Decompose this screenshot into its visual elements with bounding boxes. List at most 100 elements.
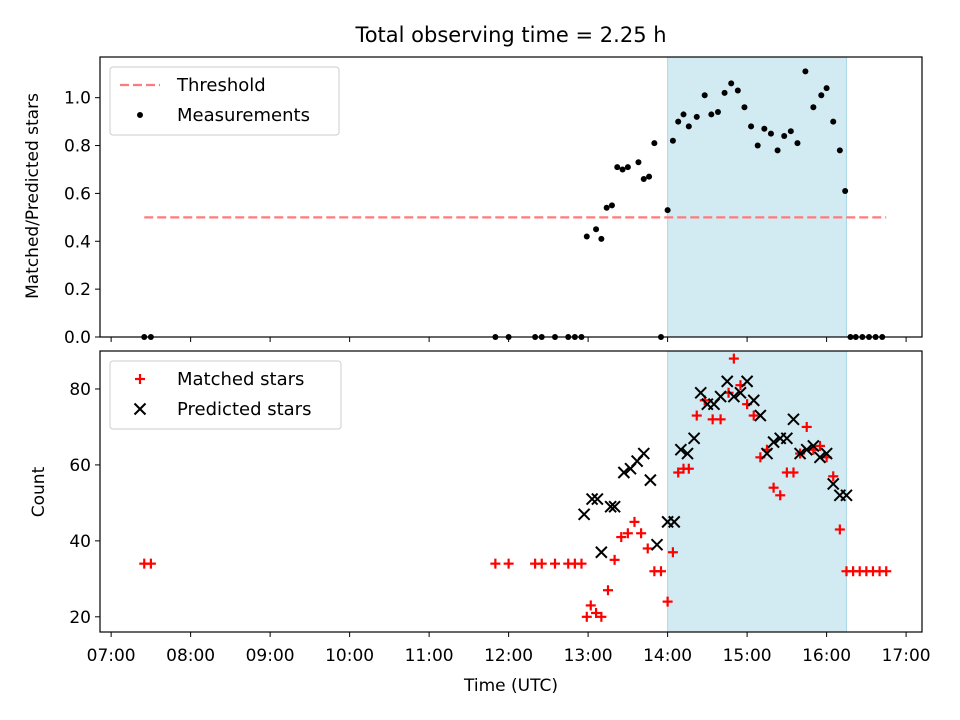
measurement-point (748, 123, 755, 130)
measurement-point (802, 68, 809, 75)
matched-stars-point (596, 611, 607, 622)
measurement-point (836, 147, 843, 154)
measurement-point (794, 140, 801, 147)
ratio-legend: Threshold Measurements (109, 66, 340, 136)
measurement-point (734, 87, 741, 94)
legend-measurement-swatch (137, 112, 143, 118)
matched-stars-point (775, 490, 786, 501)
predicted-stars-point (595, 546, 608, 559)
count-panel: 07:00 08:00 09:00 10:00 11:00 12:00 13:00 14:00… (29, 350, 931, 696)
measurement-point (598, 235, 605, 242)
matched-stars-point (145, 558, 156, 569)
measurement-point (693, 113, 700, 120)
matched-stars-point (655, 566, 666, 577)
measurement-point (603, 204, 610, 211)
y-tick-label: 0.8 (64, 137, 91, 157)
matched-stars-point (667, 547, 678, 558)
y-tick-label: 0.6 (64, 184, 91, 204)
legend-box (109, 66, 340, 136)
predicted-stars-point (827, 477, 840, 491)
measurement-point (728, 80, 735, 87)
measurement-point (721, 89, 728, 96)
predicted-stars-point (760, 447, 774, 460)
x-tick-label: 09:00 (246, 646, 295, 666)
x-tick-label: 10:00 (325, 646, 374, 666)
matched-stars-point (691, 410, 702, 421)
x-tick-label: 11:00 (405, 646, 454, 666)
ratio-y-axis-label: Matched/Predicted stars (23, 93, 43, 299)
legend-label: Measurements (177, 105, 310, 126)
predicted-stars-point (604, 500, 617, 513)
measurement-point (608, 202, 615, 209)
measurement-point (680, 111, 687, 118)
count-legend: Matched stars Predicted stars (109, 360, 342, 430)
matched-stars-point (728, 353, 739, 364)
measurement-point (624, 164, 631, 171)
predicted-stars-point (813, 451, 827, 464)
predicted-stars-point (650, 538, 664, 551)
predicted-stars-point (807, 439, 820, 453)
measurement-point (664, 207, 671, 214)
measurement-point (708, 111, 715, 118)
matched-stars-point (801, 421, 812, 432)
measurement-point (754, 142, 761, 149)
predicted-stars-point (727, 390, 741, 403)
measurement-point (818, 92, 825, 99)
x-axis-label: Time (UTC) (463, 676, 558, 696)
measurement-point (774, 147, 781, 154)
count-y-axis-label: Count (29, 466, 49, 517)
matched-stars-point (715, 414, 726, 425)
measurement-point (675, 118, 682, 125)
legend-label: Threshold (176, 75, 266, 96)
y-tick-label: 0.2 (64, 280, 91, 300)
x-tick-label: 15:00 (723, 646, 772, 666)
x-tick-label: 17:00 (882, 646, 931, 666)
legend-predicted-swatch (133, 402, 147, 416)
predicted-stars-point (820, 447, 833, 460)
measurement-point (810, 104, 817, 111)
predicted-stars-point (687, 432, 701, 445)
matched-stars-point (788, 467, 799, 478)
predicted-stars-point (637, 447, 650, 460)
x-tick-label: 12:00 (484, 646, 533, 666)
measurement-point (640, 176, 647, 183)
matched-stars-point (642, 543, 653, 554)
measurement-point (614, 164, 621, 171)
predicted-stars-point (577, 508, 591, 521)
measurement-point (651, 140, 658, 147)
x-tick-label: 13:00 (564, 646, 613, 666)
chart-title: Total observing time = 2.25 h (354, 23, 666, 47)
matched-stars-point (673, 467, 684, 478)
predicted-stars-point (767, 435, 780, 449)
y-tick-label: 1.0 (64, 89, 91, 109)
measurement-point (767, 130, 774, 137)
matched-stars-point (748, 410, 759, 421)
predicted-stars-point (668, 515, 681, 529)
x-tick-label: 16:00 (802, 646, 851, 666)
matched-stars-point (683, 463, 694, 474)
matched-stars-point (834, 524, 845, 535)
measurement-point (823, 85, 830, 92)
predicted-stars-point (840, 489, 853, 502)
measurement-point (583, 233, 590, 240)
matched-stars-point (585, 600, 596, 611)
count-plot-frame (99, 350, 923, 633)
predicted-stars-point (617, 466, 631, 479)
matched-stars-point (549, 558, 560, 569)
predicted-stars-point (800, 443, 813, 456)
observing-window-band-top (667, 56, 847, 338)
predicted-stars-point (787, 413, 800, 426)
measurement-point (646, 173, 653, 180)
legend-label: Matched stars (177, 369, 304, 390)
predicted-stars-point (754, 409, 767, 422)
x-tick-label: 14:00 (643, 646, 692, 666)
predicted-stars-point (734, 386, 747, 399)
matched-stars-point (622, 528, 633, 539)
predicted-stars-point (793, 447, 807, 460)
y-tick-label: 80 (69, 380, 91, 400)
matched-stars-point (814, 440, 825, 451)
legend-matched-swatch (135, 374, 145, 384)
matched-stars-point (636, 528, 647, 539)
measurement-point (842, 188, 849, 195)
matched-stars-point (503, 558, 514, 569)
